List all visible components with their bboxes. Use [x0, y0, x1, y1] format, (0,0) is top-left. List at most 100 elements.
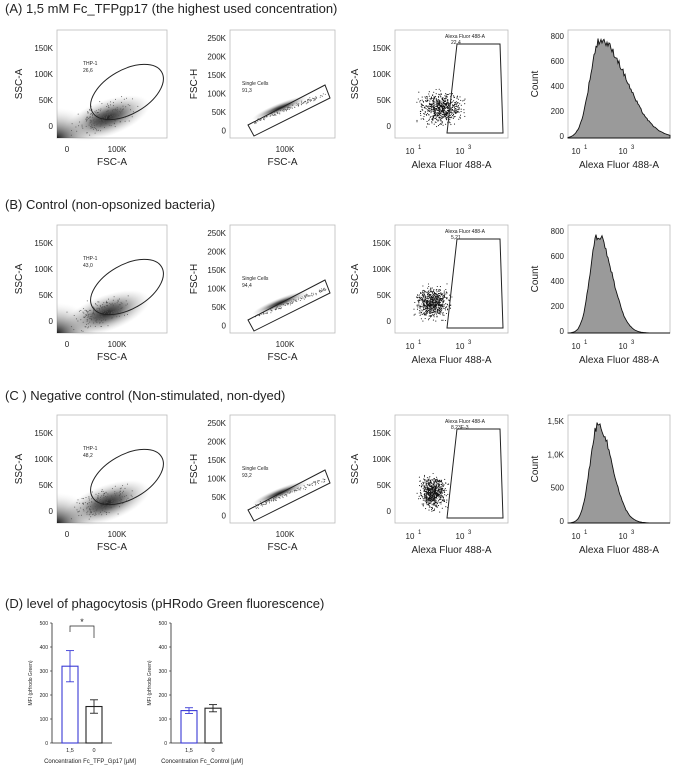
- event-dot: [262, 504, 264, 506]
- event-dot: [129, 105, 131, 107]
- event-dot: [306, 102, 308, 104]
- event-dot: [103, 319, 104, 321]
- event-dot: [449, 122, 451, 124]
- event-dot: [434, 493, 436, 495]
- event-dot: [436, 109, 438, 112]
- event-dot: [424, 497, 426, 499]
- event-dot: [261, 504, 263, 505]
- event-dot: [445, 495, 447, 497]
- event-dot: [80, 507, 82, 509]
- event-dot: [427, 283, 430, 285]
- event-dot: [288, 492, 290, 494]
- event-dot: [444, 108, 446, 110]
- event-dot: [90, 113, 92, 115]
- event-dot: [96, 322, 98, 323]
- event-dot: [455, 103, 457, 105]
- event-dot: [432, 293, 434, 295]
- event-dot: [121, 96, 123, 98]
- fsch-y-tick: 200K: [207, 438, 226, 447]
- event-dot: [86, 300, 88, 302]
- event-dot: [118, 506, 120, 508]
- event-dot: [70, 134, 72, 136]
- event-dot: [428, 494, 430, 496]
- event-dot: [436, 285, 438, 288]
- event-dot: [435, 305, 437, 307]
- event-dot: [86, 508, 88, 510]
- event-dot: [430, 507, 432, 509]
- singlets-gate-name: Single Cells: [242, 276, 269, 282]
- event-dot: [66, 311, 68, 313]
- event-dot: [433, 306, 435, 308]
- event-dot: [276, 112, 278, 113]
- event-dot: [432, 489, 434, 491]
- y-tick-label: 100: [40, 717, 49, 723]
- event-dot: [95, 110, 97, 112]
- event-dot: [418, 310, 421, 312]
- section-d-title: (D) level of phagocytosis (pHRodo Green …: [5, 596, 325, 611]
- event-dot: [103, 113, 105, 115]
- event-dot: [453, 100, 455, 102]
- event-dot: [417, 296, 419, 298]
- event-dot: [451, 93, 454, 95]
- event-dot: [314, 98, 316, 100]
- event-dot: [445, 117, 447, 119]
- event-dot: [443, 500, 445, 502]
- event-dot: [94, 318, 96, 319]
- event-dot: [324, 481, 326, 482]
- event-dot: [90, 316, 92, 317]
- event-dot: [434, 306, 436, 308]
- event-dot: [97, 500, 98, 502]
- event-dot: [428, 123, 430, 125]
- event-dot: [263, 117, 265, 119]
- event-dot: [88, 124, 90, 126]
- event-dot: [101, 308, 103, 310]
- alexa-gate: [446, 238, 504, 329]
- event-dot: [92, 311, 94, 313]
- event-dot: [416, 119, 418, 121]
- event-dot: [98, 498, 100, 500]
- event-dot: [80, 514, 82, 516]
- event-dot: [420, 114, 422, 117]
- event-dot: [105, 120, 107, 122]
- event-dot: [434, 307, 436, 309]
- event-dot: [307, 100, 309, 102]
- event-dot: [426, 109, 428, 111]
- event-dot: [100, 121, 102, 123]
- event-dot: [116, 310, 118, 312]
- event-dot: [440, 493, 442, 495]
- event-dot: [102, 493, 104, 495]
- event-dot: [438, 480, 440, 482]
- event-dot: [436, 298, 438, 300]
- event-dot: [453, 123, 456, 125]
- event-dot: [127, 497, 129, 499]
- event-dot: [100, 507, 102, 509]
- event-dot: [91, 115, 93, 117]
- event-dot: [421, 305, 423, 307]
- event-dot: [275, 498, 277, 500]
- event-dot: [438, 311, 440, 313]
- event-dot: [262, 505, 264, 507]
- event-dot: [426, 300, 428, 302]
- event-dot: [435, 484, 437, 486]
- thp1-gate: [90, 448, 164, 506]
- event-dot: [86, 315, 87, 316]
- event-dot: [425, 312, 428, 314]
- event-dot: [113, 109, 115, 110]
- fsch-y-tick: 50K: [212, 303, 227, 312]
- event-dot: [454, 108, 456, 110]
- event-dot: [441, 98, 443, 100]
- event-dot: [95, 510, 97, 512]
- event-dot: [287, 304, 289, 306]
- event-dot: [88, 496, 90, 498]
- event-dot: [120, 308, 122, 310]
- event-dot: [70, 518, 72, 520]
- event-dot: [418, 303, 420, 305]
- event-dot: [323, 479, 325, 481]
- event-dot: [309, 97, 311, 99]
- event-dot: [305, 103, 307, 105]
- event-dot: [431, 483, 433, 485]
- event-dot: [101, 103, 103, 105]
- event-dot: [439, 306, 442, 308]
- ssc-y-tick: 100K: [372, 455, 391, 464]
- event-dot: [440, 96, 442, 98]
